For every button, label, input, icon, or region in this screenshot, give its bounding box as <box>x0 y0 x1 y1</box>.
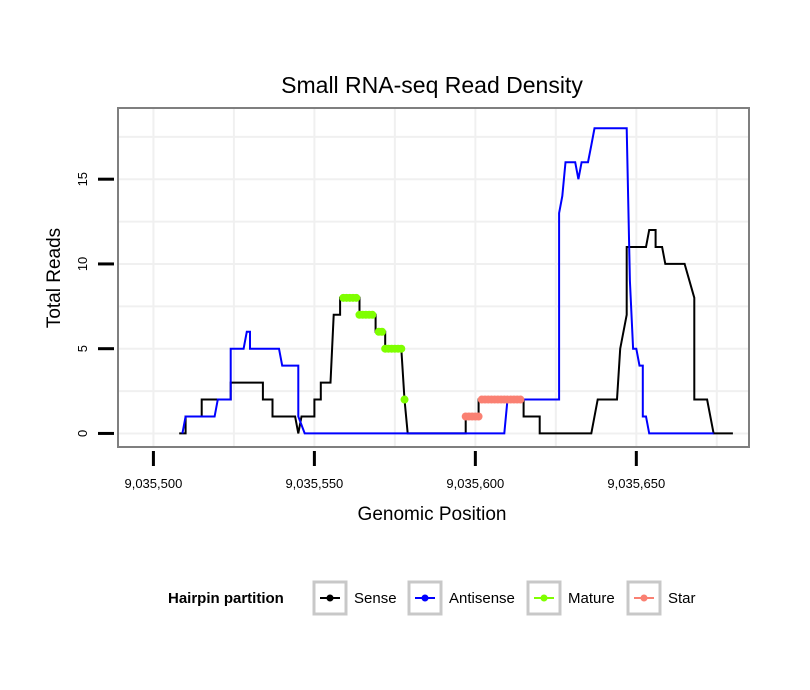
y-axis: 0 5 10 15 <box>75 172 114 437</box>
legend: Hairpin partition Sense Antisense Mature St… <box>168 580 696 616</box>
data-point-mature <box>368 310 377 319</box>
legend-label-star: Star <box>668 590 696 607</box>
x-tick-label: 9,035,500 <box>124 476 182 491</box>
series-star <box>461 395 525 421</box>
legend-key-point-star <box>640 594 648 602</box>
chart-title: Small RNA-seq Read Density <box>281 72 583 98</box>
plot-panel-border <box>117 107 750 448</box>
legend-key-point-antisense <box>421 594 429 602</box>
legend-label-antisense: Antisense <box>449 590 515 607</box>
y-tick-label: 15 <box>75 172 90 186</box>
x-axis: 9,035,500 9,035,550 9,035,600 9,035,650 <box>124 451 665 491</box>
y-tick-label: 10 <box>75 257 90 271</box>
legend-key-point-mature <box>540 594 548 602</box>
x-axis-title: Genomic Position <box>358 504 507 525</box>
data-point-star <box>516 395 525 404</box>
y-axis-title: Total Reads <box>44 228 65 328</box>
y-tick-label: 5 <box>75 345 90 352</box>
x-tick-label: 9,035,550 <box>285 476 343 491</box>
legend-key-star <box>626 580 662 616</box>
data-point-mature <box>400 395 409 404</box>
plot-series <box>179 127 733 435</box>
data-point-mature <box>397 344 406 353</box>
series-line-antisense <box>181 127 714 435</box>
legend-key-antisense <box>407 580 443 616</box>
y-tick-label: 0 <box>75 430 90 437</box>
data-point-star <box>474 412 483 421</box>
x-tick-label: 9,035,600 <box>446 476 504 491</box>
series-mature <box>339 293 409 404</box>
legend-title: Hairpin partition <box>168 590 284 607</box>
x-tick-label: 9,035,650 <box>607 476 665 491</box>
legend-label-sense: Sense <box>354 590 397 607</box>
legend-label-mature: Mature <box>568 590 615 607</box>
data-point-mature <box>352 293 361 302</box>
legend-key-point-sense <box>326 594 334 602</box>
data-point-mature <box>377 327 386 336</box>
grid-lines <box>118 108 749 447</box>
